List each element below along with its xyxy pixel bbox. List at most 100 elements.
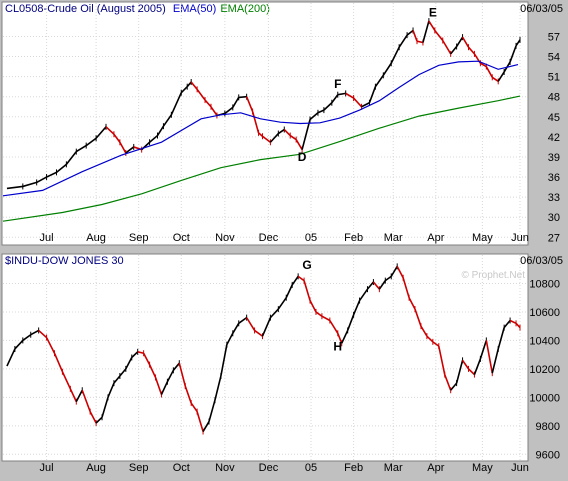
price-segment bbox=[262, 135, 271, 143]
price-segment bbox=[186, 81, 192, 88]
price-segment bbox=[6, 348, 16, 367]
top-date: 06/03/05 bbox=[520, 3, 563, 15]
price-segment bbox=[329, 320, 339, 334]
price-segment bbox=[438, 345, 446, 375]
price-segment bbox=[156, 125, 165, 136]
price-segment bbox=[125, 146, 135, 154]
price-segment bbox=[283, 128, 291, 137]
annotation-label: F bbox=[334, 77, 341, 91]
x-tick-label: Sep bbox=[129, 462, 149, 474]
price-segment bbox=[75, 389, 83, 403]
price-segment bbox=[65, 151, 77, 165]
price-segment bbox=[53, 352, 64, 373]
price-segment bbox=[154, 377, 163, 395]
ema-line-2 bbox=[2, 95, 521, 222]
price-segment bbox=[184, 385, 192, 404]
price-segment bbox=[428, 20, 436, 31]
price-segment bbox=[509, 45, 517, 63]
price-segment bbox=[485, 66, 493, 78]
price-segment bbox=[160, 381, 169, 395]
annotation-label: E bbox=[429, 5, 437, 19]
price-segment bbox=[515, 322, 521, 329]
price-segment bbox=[503, 319, 511, 329]
price-segment bbox=[224, 106, 234, 115]
annotation-label: H bbox=[333, 339, 342, 353]
x-tick-label: Aug bbox=[86, 462, 106, 474]
x-tick-label: Feb bbox=[344, 462, 363, 474]
x-tick-label: Jun bbox=[511, 462, 529, 474]
price-segment bbox=[455, 36, 464, 47]
price-segment bbox=[321, 315, 331, 322]
price-segment bbox=[309, 300, 317, 313]
price-segment bbox=[366, 281, 375, 290]
x-tick-label: Apr bbox=[427, 232, 444, 244]
price-segment bbox=[414, 308, 422, 327]
price-segment bbox=[353, 97, 363, 108]
price-segment bbox=[30, 329, 40, 336]
price-segment bbox=[497, 71, 505, 82]
price-segment bbox=[226, 332, 234, 346]
price-segment bbox=[45, 337, 56, 354]
price-segment bbox=[220, 344, 228, 377]
price-segment bbox=[14, 339, 24, 350]
x-tick-label: Oct bbox=[173, 232, 190, 244]
price-segment bbox=[390, 46, 400, 64]
price-segment bbox=[416, 40, 424, 44]
price-segment bbox=[131, 351, 139, 359]
price-segment bbox=[291, 275, 299, 286]
price-segment bbox=[479, 340, 488, 360]
price-segment bbox=[196, 88, 206, 101]
price-segment bbox=[382, 62, 392, 76]
price-segment bbox=[396, 266, 404, 279]
y-tick-label: 30 bbox=[548, 212, 560, 224]
price-segment bbox=[190, 81, 198, 90]
price-segment bbox=[269, 133, 279, 143]
price-segment bbox=[408, 297, 416, 310]
price-segment bbox=[422, 20, 430, 43]
price-segment bbox=[337, 92, 346, 96]
price-segment bbox=[450, 46, 458, 55]
price-segment bbox=[331, 94, 339, 104]
price-segment bbox=[95, 416, 103, 424]
price-segment bbox=[162, 114, 173, 127]
x-tick-label: Mar bbox=[384, 232, 403, 244]
price-segment bbox=[479, 62, 487, 68]
price-segment bbox=[384, 275, 392, 282]
price-segment bbox=[515, 39, 521, 47]
price-segment bbox=[232, 322, 240, 334]
y-tick-label: 51 bbox=[548, 72, 560, 84]
price-segment bbox=[277, 128, 285, 135]
price-segment bbox=[485, 340, 494, 374]
y-tick-label: 9800 bbox=[536, 421, 560, 433]
price-segment bbox=[337, 333, 343, 344]
x-tick-label: Jun bbox=[511, 232, 529, 244]
price-segment bbox=[303, 280, 311, 301]
price-segment bbox=[461, 359, 470, 370]
y-tick-label: 54 bbox=[548, 52, 560, 64]
bottom-panel: $INDU-DOW JONES 30 06/03/05 © Prophet.Ne… bbox=[1, 253, 563, 474]
bottom-annotations: GH bbox=[302, 258, 342, 353]
price-segment bbox=[113, 133, 121, 143]
top-title-ema50: EMA(50) bbox=[173, 3, 216, 15]
top-title: CL0508-Crude Oil (August 2005) EMA(50) E… bbox=[5, 3, 270, 15]
price-segment bbox=[442, 40, 452, 55]
price-segment bbox=[172, 362, 180, 371]
x-tick-label: Aug bbox=[86, 232, 106, 244]
bottom-x-axis: Jul Aug Sep Oct Nov Dec 05 Feb Mar Apr May Jun bbox=[40, 462, 529, 474]
price-segment bbox=[119, 141, 127, 154]
y-tick-label: 9600 bbox=[536, 449, 560, 461]
price-segment bbox=[180, 86, 188, 94]
price-segment bbox=[22, 181, 37, 188]
bottom-title: $INDU-DOW JONES 30 bbox=[5, 255, 124, 267]
price-segment bbox=[467, 46, 476, 55]
price-segment bbox=[46, 171, 57, 178]
price-segment bbox=[309, 112, 319, 121]
price-segment bbox=[497, 327, 505, 350]
price-segment bbox=[315, 311, 323, 317]
price-segment bbox=[420, 325, 428, 337]
price-segment bbox=[358, 288, 369, 302]
top-y-axis: 27 30 33 36 39 42 45 48 51 54 57 bbox=[548, 31, 560, 244]
price-segment bbox=[166, 369, 175, 383]
price-segment bbox=[251, 111, 260, 134]
